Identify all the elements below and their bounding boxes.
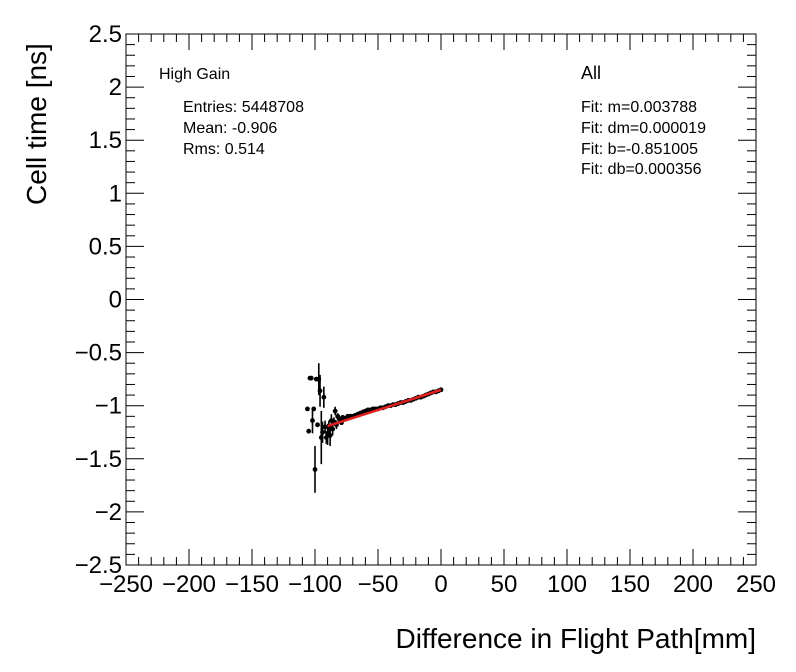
y-tick-label: 2.5 (89, 21, 122, 48)
x-tick-label: −150 (225, 571, 279, 598)
gain-label: High Gain (159, 66, 230, 83)
data-point (312, 467, 318, 472)
x-tick-label: −100 (288, 571, 342, 598)
y-tick-label: −2.5 (75, 552, 122, 579)
y-tick-label: −1 (95, 393, 122, 420)
data-point (330, 426, 336, 432)
fit-m-label: Fit: m=0.003788 (581, 99, 697, 116)
selection-label: All (581, 63, 601, 83)
y-tick-label: 0 (109, 287, 122, 314)
y-tick-labels: 2.5 2 1.5 1 0.5 0 −0.5 −1 −1.5 −2 −2.5 (75, 21, 122, 579)
data-point (327, 433, 333, 438)
data-point (322, 424, 328, 430)
data-point (332, 408, 338, 414)
x-tick-label: 100 (547, 571, 587, 598)
rms-label: Rms: 0.514 (183, 141, 265, 158)
data-point (321, 394, 327, 400)
fit-dm-label: Fit: dm=0.000019 (581, 120, 706, 137)
x-tick-label: 150 (610, 571, 650, 598)
x-tick-label: −50 (358, 571, 399, 598)
data-point (320, 429, 325, 435)
fit-line-group (327, 388, 442, 428)
mean-label: Mean: -0.906 (183, 120, 277, 137)
fit-b-label: Fit: b=-0.851005 (581, 141, 698, 158)
y-tick-label: −2 (95, 499, 122, 526)
x-axis-title: Difference in Flight Path[mm] (395, 623, 756, 654)
data-point (318, 435, 324, 440)
x-tick-labels: −250 −200 −150 −100 −50 0 50 100 150 200 250 (99, 571, 776, 598)
y-tick-label: −0.5 (75, 340, 122, 367)
y-axis-title: Cell time [ns] (21, 43, 52, 205)
x-tick-label: −200 (162, 571, 216, 598)
x-tick-label: 50 (491, 571, 518, 598)
y-tick-label: 2 (109, 74, 122, 101)
y-tick-label: 1.5 (89, 127, 122, 154)
data-point (306, 428, 312, 434)
y-tick-label: 1 (109, 180, 122, 207)
data-point (311, 406, 317, 412)
entries-label: Entries: 5448708 (183, 99, 304, 116)
y-tick-label: 0.5 (89, 233, 122, 260)
x-tick-label: 250 (736, 571, 776, 598)
axis-ticks (125, 33, 757, 566)
x-tick-label: 0 (434, 571, 447, 598)
fit-db-label: Fit: db=0.000356 (581, 161, 702, 178)
data-point (308, 375, 314, 381)
data-point (315, 422, 320, 428)
data-point (310, 418, 315, 423)
data-point (317, 388, 323, 394)
fit-line (327, 388, 442, 428)
y-tick-label: −1.5 (75, 446, 122, 473)
data-point (305, 406, 310, 412)
x-tick-label: −250 (99, 571, 153, 598)
data-point (316, 376, 322, 382)
x-tick-label: 200 (673, 571, 713, 598)
